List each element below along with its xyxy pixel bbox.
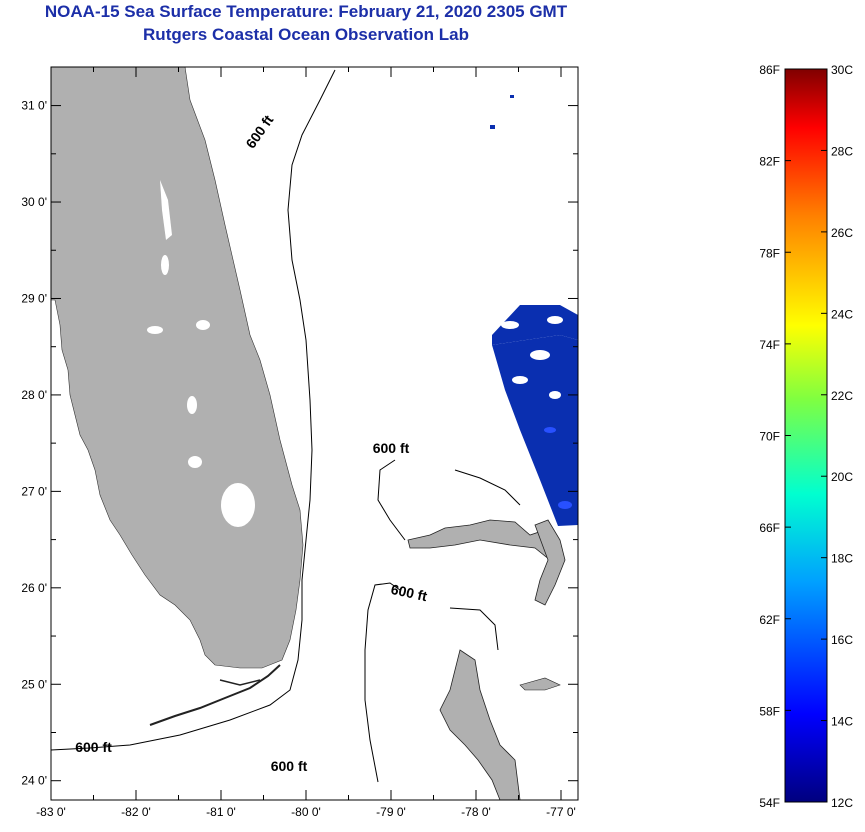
colorbar-f-label: 70F <box>759 430 780 444</box>
cloud-gap <box>512 376 528 384</box>
map-axes: 31 0' 30 0' 29 0' 28 0' 27 0' 26 0' 25 0' 24 0'… <box>21 67 578 819</box>
river <box>160 180 172 240</box>
lake-okeechobee <box>221 483 255 527</box>
lon-tick-label: -83 0' <box>36 805 66 819</box>
eleuthera-island <box>519 677 561 691</box>
map-subtitle: Rutgers Coastal Ocean Observation Lab <box>143 25 469 44</box>
lon-tick-label: -82 0' <box>121 805 151 819</box>
lat-tick-label: 29 0' <box>21 291 47 305</box>
contour-label: 600 ft <box>75 739 112 755</box>
cloud-gap <box>549 391 561 399</box>
lon-tick-label: -81 0' <box>206 805 236 819</box>
lat-tick-label: 26 0' <box>21 581 47 595</box>
colorbar-f-label: 74F <box>759 338 780 352</box>
contour-label: 600 ft <box>373 440 410 456</box>
colorbar-c-label: 30C <box>831 63 853 77</box>
contour-label: 600 ft <box>389 581 428 604</box>
abaco-island <box>534 519 566 606</box>
lat-tick-label: 25 0' <box>21 677 47 691</box>
map-title: NOAA-15 Sea Surface Temperature: Februar… <box>44 2 568 21</box>
colorbar-labels: 86F 82F 78F 74F 70F 66F 62F 58F 54F 30C 28C 26C 24C 2… <box>759 63 853 810</box>
lake <box>147 326 163 334</box>
colorbar-f-label: 78F <box>759 246 780 260</box>
colorbar-f-label: 62F <box>759 613 780 627</box>
sst-warm-patch <box>544 427 556 433</box>
colorbar-c-label: 22C <box>831 389 853 403</box>
colorbar-c-label: 28C <box>831 144 853 158</box>
colorbar-c-label: 12C <box>831 796 853 810</box>
colorbar-f-label: 66F <box>759 521 780 535</box>
lat-tick-label: 27 0' <box>21 484 47 498</box>
sst-warm-patch <box>558 501 572 509</box>
colorbar <box>784 68 828 803</box>
colorbar-c-label: 24C <box>831 307 853 321</box>
contour-600ft-bahamas <box>377 459 521 541</box>
colorbar-c-label: 20C <box>831 470 853 484</box>
sst-speck <box>510 95 514 98</box>
colorbar-c-label: 16C <box>831 633 853 647</box>
lat-tick-label: 31 0' <box>21 99 47 113</box>
colorbar-f-label: 54F <box>759 796 780 810</box>
coastal-islands <box>219 679 261 686</box>
lake <box>188 456 202 468</box>
colorbar-f-label: 82F <box>759 155 780 169</box>
cloud-gap <box>547 316 563 324</box>
lake <box>196 320 210 330</box>
colorbar-f-label: 58F <box>759 704 780 718</box>
colorbar-c-label: 26C <box>831 226 853 240</box>
andros-island <box>439 649 521 800</box>
map-border <box>50 66 579 801</box>
colorbar-c-label: 18C <box>831 552 853 566</box>
lat-tick-label: 30 0' <box>21 195 47 209</box>
colorbar-c-label: 14C <box>831 715 853 729</box>
cloud-gap <box>501 321 519 329</box>
sst-speck <box>490 125 495 129</box>
sst-swath-top <box>492 305 578 345</box>
contour-600ft-channel <box>364 582 499 783</box>
lon-tick-label: -77 0' <box>546 805 576 819</box>
contour-label: 600 ft <box>271 758 308 774</box>
lake <box>161 255 169 275</box>
cloud-gap <box>530 350 550 360</box>
contour-600ft <box>51 69 336 751</box>
sst-swath <box>492 335 578 526</box>
colorbar-f-label: 86F <box>759 63 780 77</box>
lon-tick-label: -78 0' <box>461 805 491 819</box>
lon-tick-label: -79 0' <box>376 805 406 819</box>
lake <box>187 396 197 414</box>
lat-tick-label: 24 0' <box>21 774 47 788</box>
florida-keys <box>149 664 281 726</box>
lat-tick-label: 28 0' <box>21 388 47 402</box>
lon-tick-label: -80 0' <box>291 805 321 819</box>
